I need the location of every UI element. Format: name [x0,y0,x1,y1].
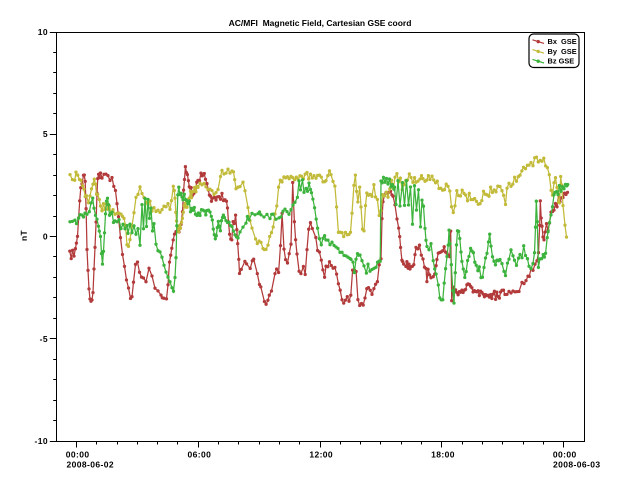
svg-text:12:00: 12:00 [309,450,333,460]
svg-text:5: 5 [43,129,48,139]
svg-text:-10: -10 [35,436,49,446]
svg-text:0: 0 [43,232,48,242]
svg-text:10: 10 [38,27,48,37]
svg-text:18:00: 18:00 [431,450,455,460]
svg-text:00:00: 00:00 [553,450,577,460]
svg-text:06:00: 06:00 [188,450,212,460]
svg-text:-5: -5 [40,334,48,344]
svg-text:Bz GSE: Bz GSE [548,57,575,66]
svg-text:00:00: 00:00 [66,450,90,460]
svg-text:2008-06-02: 2008-06-02 [67,459,114,469]
svg-text:By GSE: By GSE [548,47,577,56]
svg-text:Bx GSE: Bx GSE [548,37,577,46]
svg-text:nT: nT [19,230,29,242]
svg-text:AC/MFI Magnetic Field, Cartes: AC/MFI Magnetic Field, Cartesian GSE coo… [229,18,412,28]
svg-text:2008-06-03: 2008-06-03 [553,459,600,469]
